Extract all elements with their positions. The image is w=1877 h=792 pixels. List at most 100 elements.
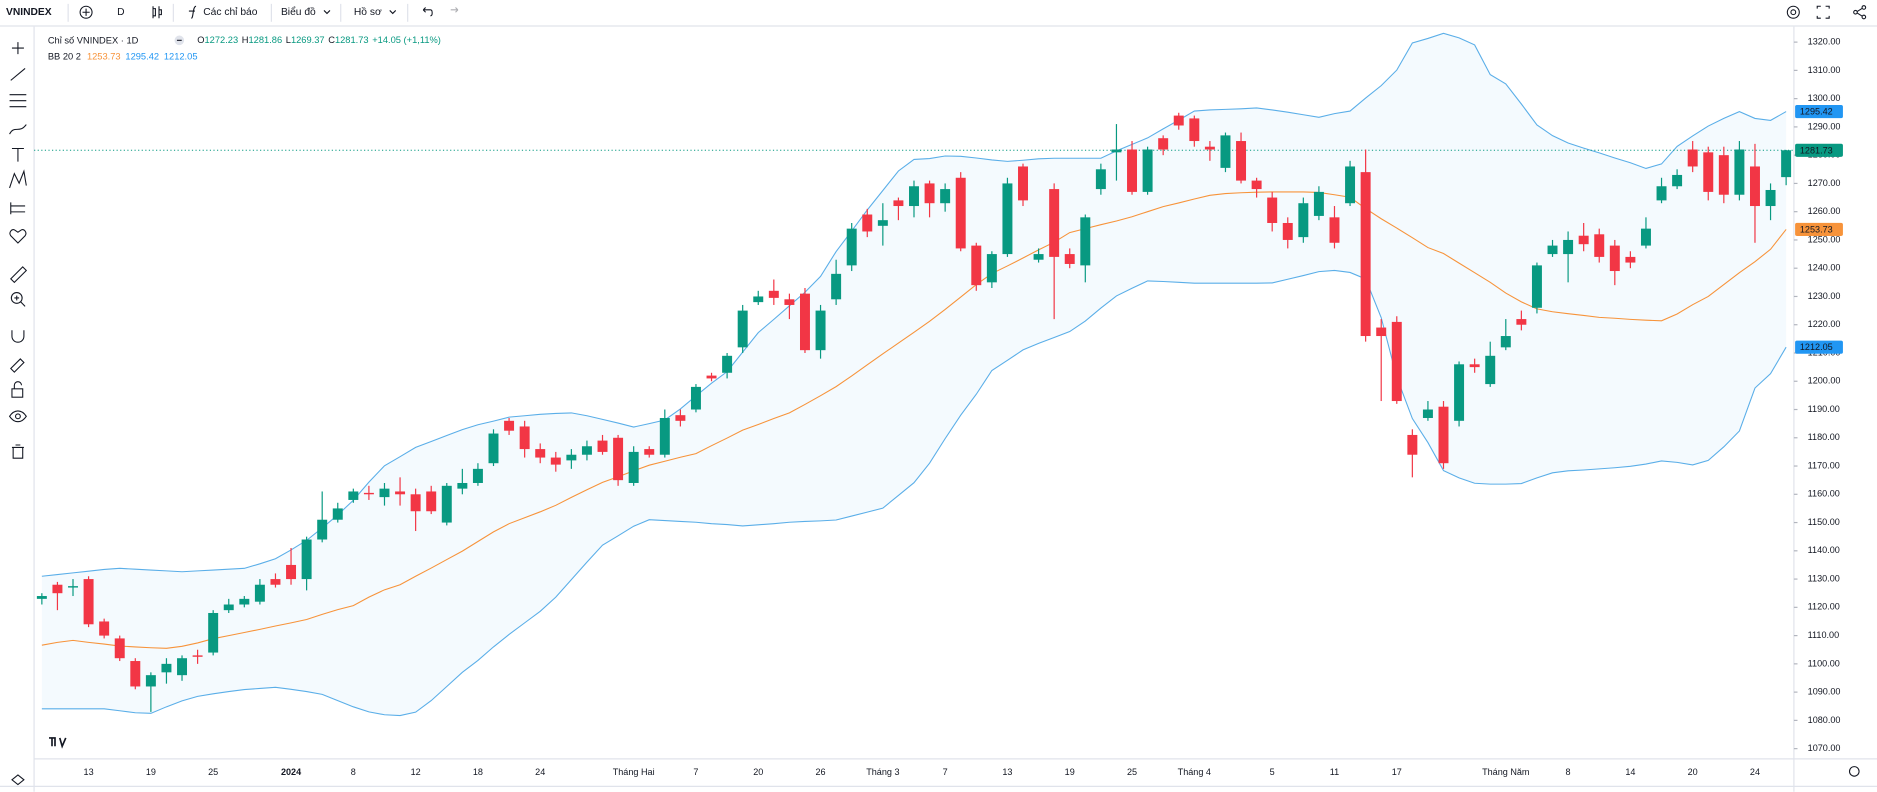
y-tick-label: 1160.00 bbox=[1808, 489, 1840, 499]
candle-body bbox=[426, 491, 437, 512]
bb-upper-value: 1295.42 bbox=[125, 52, 159, 62]
candle-body bbox=[613, 437, 624, 481]
x-tick-label: 19 bbox=[1065, 767, 1075, 777]
bb-lower-value: 1212.05 bbox=[164, 52, 198, 62]
candle-body bbox=[457, 482, 468, 489]
brush-tool[interactable] bbox=[9, 124, 27, 135]
candle-body bbox=[1672, 174, 1683, 187]
object-tree[interactable] bbox=[11, 774, 25, 786]
candle-body bbox=[52, 584, 63, 594]
settings-icon[interactable] bbox=[1848, 766, 1860, 777]
candle-body bbox=[1329, 217, 1340, 243]
indicators-icon[interactable] bbox=[188, 5, 197, 19]
candle-body bbox=[862, 214, 873, 232]
lock-tool[interactable] bbox=[11, 381, 24, 398]
candle-body bbox=[1703, 152, 1714, 192]
candle-body bbox=[286, 564, 297, 580]
x-tick-label: 8 bbox=[351, 767, 356, 777]
candle-body bbox=[145, 675, 156, 687]
symbol[interactable]: VNINDEX bbox=[6, 7, 52, 18]
candle-body bbox=[1625, 256, 1636, 263]
candle-body bbox=[1422, 409, 1433, 418]
price-tag: 1295.42 bbox=[1795, 105, 1843, 119]
candle-body bbox=[644, 449, 655, 455]
candle-body bbox=[177, 658, 188, 676]
collapse-icon[interactable] bbox=[174, 35, 185, 46]
candle-body bbox=[472, 468, 483, 483]
x-tick-label: 24 bbox=[1750, 767, 1760, 777]
tv-logo bbox=[45, 733, 70, 750]
candle-body bbox=[161, 663, 172, 673]
candle-body bbox=[332, 508, 343, 520]
lock-drawing-tool[interactable] bbox=[9, 358, 25, 373]
chart-button[interactable]: Biểu đồ bbox=[281, 6, 316, 18]
visibility-tool[interactable] bbox=[8, 410, 27, 423]
candle-body bbox=[1313, 191, 1324, 216]
favorite-tool[interactable] bbox=[9, 229, 27, 244]
candle-body bbox=[1531, 265, 1542, 308]
label: O bbox=[197, 35, 204, 45]
x-tick-label: 14 bbox=[1625, 767, 1635, 777]
add-symbol-icon[interactable] bbox=[79, 5, 93, 19]
candle-body bbox=[1236, 141, 1247, 181]
y-tick-label: 1260.00 bbox=[1808, 206, 1841, 216]
crosshair-tool[interactable] bbox=[11, 42, 24, 55]
redo-icon[interactable] bbox=[450, 7, 459, 13]
pattern-tool[interactable] bbox=[9, 169, 27, 189]
y-tick-label: 1140.00 bbox=[1808, 545, 1840, 555]
x-tick-label: Tháng Năm bbox=[1482, 767, 1529, 777]
settings-icon[interactable] bbox=[1786, 5, 1800, 19]
fib-tool[interactable] bbox=[9, 94, 27, 108]
indicators-button[interactable]: Các chỉ báo bbox=[203, 6, 258, 18]
y-tick-label: 1150.00 bbox=[1808, 517, 1840, 527]
candle-body bbox=[1454, 364, 1465, 421]
candle-body bbox=[737, 310, 748, 348]
candle-body bbox=[114, 638, 125, 659]
price-tag-box bbox=[1795, 105, 1843, 119]
interval[interactable]: D bbox=[117, 7, 124, 18]
candle-body bbox=[1407, 434, 1418, 455]
bb-basis-value: 1253.73 bbox=[87, 52, 121, 62]
x-tick-label: 19 bbox=[146, 767, 156, 777]
candle-body bbox=[1127, 149, 1138, 192]
candle-body bbox=[1049, 189, 1060, 257]
candle-body bbox=[1656, 186, 1667, 201]
candle-body bbox=[1578, 235, 1589, 245]
x-tick-label: 20 bbox=[753, 767, 763, 777]
candle-body bbox=[1469, 364, 1480, 368]
magnet-tool[interactable] bbox=[11, 330, 25, 343]
zoom-tool[interactable] bbox=[10, 292, 26, 307]
candle-body bbox=[597, 440, 608, 452]
candle-body bbox=[1345, 166, 1356, 204]
x-tick-label: 8 bbox=[1566, 767, 1571, 777]
y-tick-label: 1180.00 bbox=[1808, 432, 1840, 442]
undo-icon[interactable] bbox=[422, 7, 433, 17]
candle-body bbox=[846, 228, 857, 266]
candle-body bbox=[924, 183, 935, 204]
candle-body bbox=[270, 579, 281, 585]
candle-body bbox=[753, 296, 764, 303]
trendline-tool[interactable] bbox=[10, 68, 26, 81]
candle-body bbox=[831, 273, 842, 300]
candle-body bbox=[317, 519, 328, 540]
candle-body bbox=[1687, 149, 1698, 167]
share-icon[interactable] bbox=[1853, 5, 1867, 20]
candle-body bbox=[986, 254, 997, 283]
profile-button[interactable]: Hồ sơ bbox=[354, 6, 382, 18]
fullscreen-icon[interactable] bbox=[1816, 5, 1830, 19]
dropdown-arrow bbox=[389, 10, 397, 15]
candle-body bbox=[99, 621, 110, 636]
candle-body bbox=[690, 386, 701, 410]
candle-body bbox=[1251, 180, 1262, 190]
text-tool[interactable] bbox=[11, 147, 24, 162]
prediction-tool[interactable] bbox=[10, 202, 26, 215]
candle-body bbox=[1734, 149, 1745, 195]
price-tag-label: 1295.42 bbox=[1800, 107, 1833, 117]
x-tick-label: 13 bbox=[84, 767, 94, 777]
x-tick-label: 13 bbox=[1002, 767, 1012, 777]
ruler-tool[interactable] bbox=[9, 266, 28, 284]
x-tick-label: 7 bbox=[943, 767, 948, 777]
chart-style-icon[interactable] bbox=[152, 6, 162, 19]
delete-tool[interactable] bbox=[11, 444, 24, 459]
candle-body bbox=[208, 612, 219, 653]
